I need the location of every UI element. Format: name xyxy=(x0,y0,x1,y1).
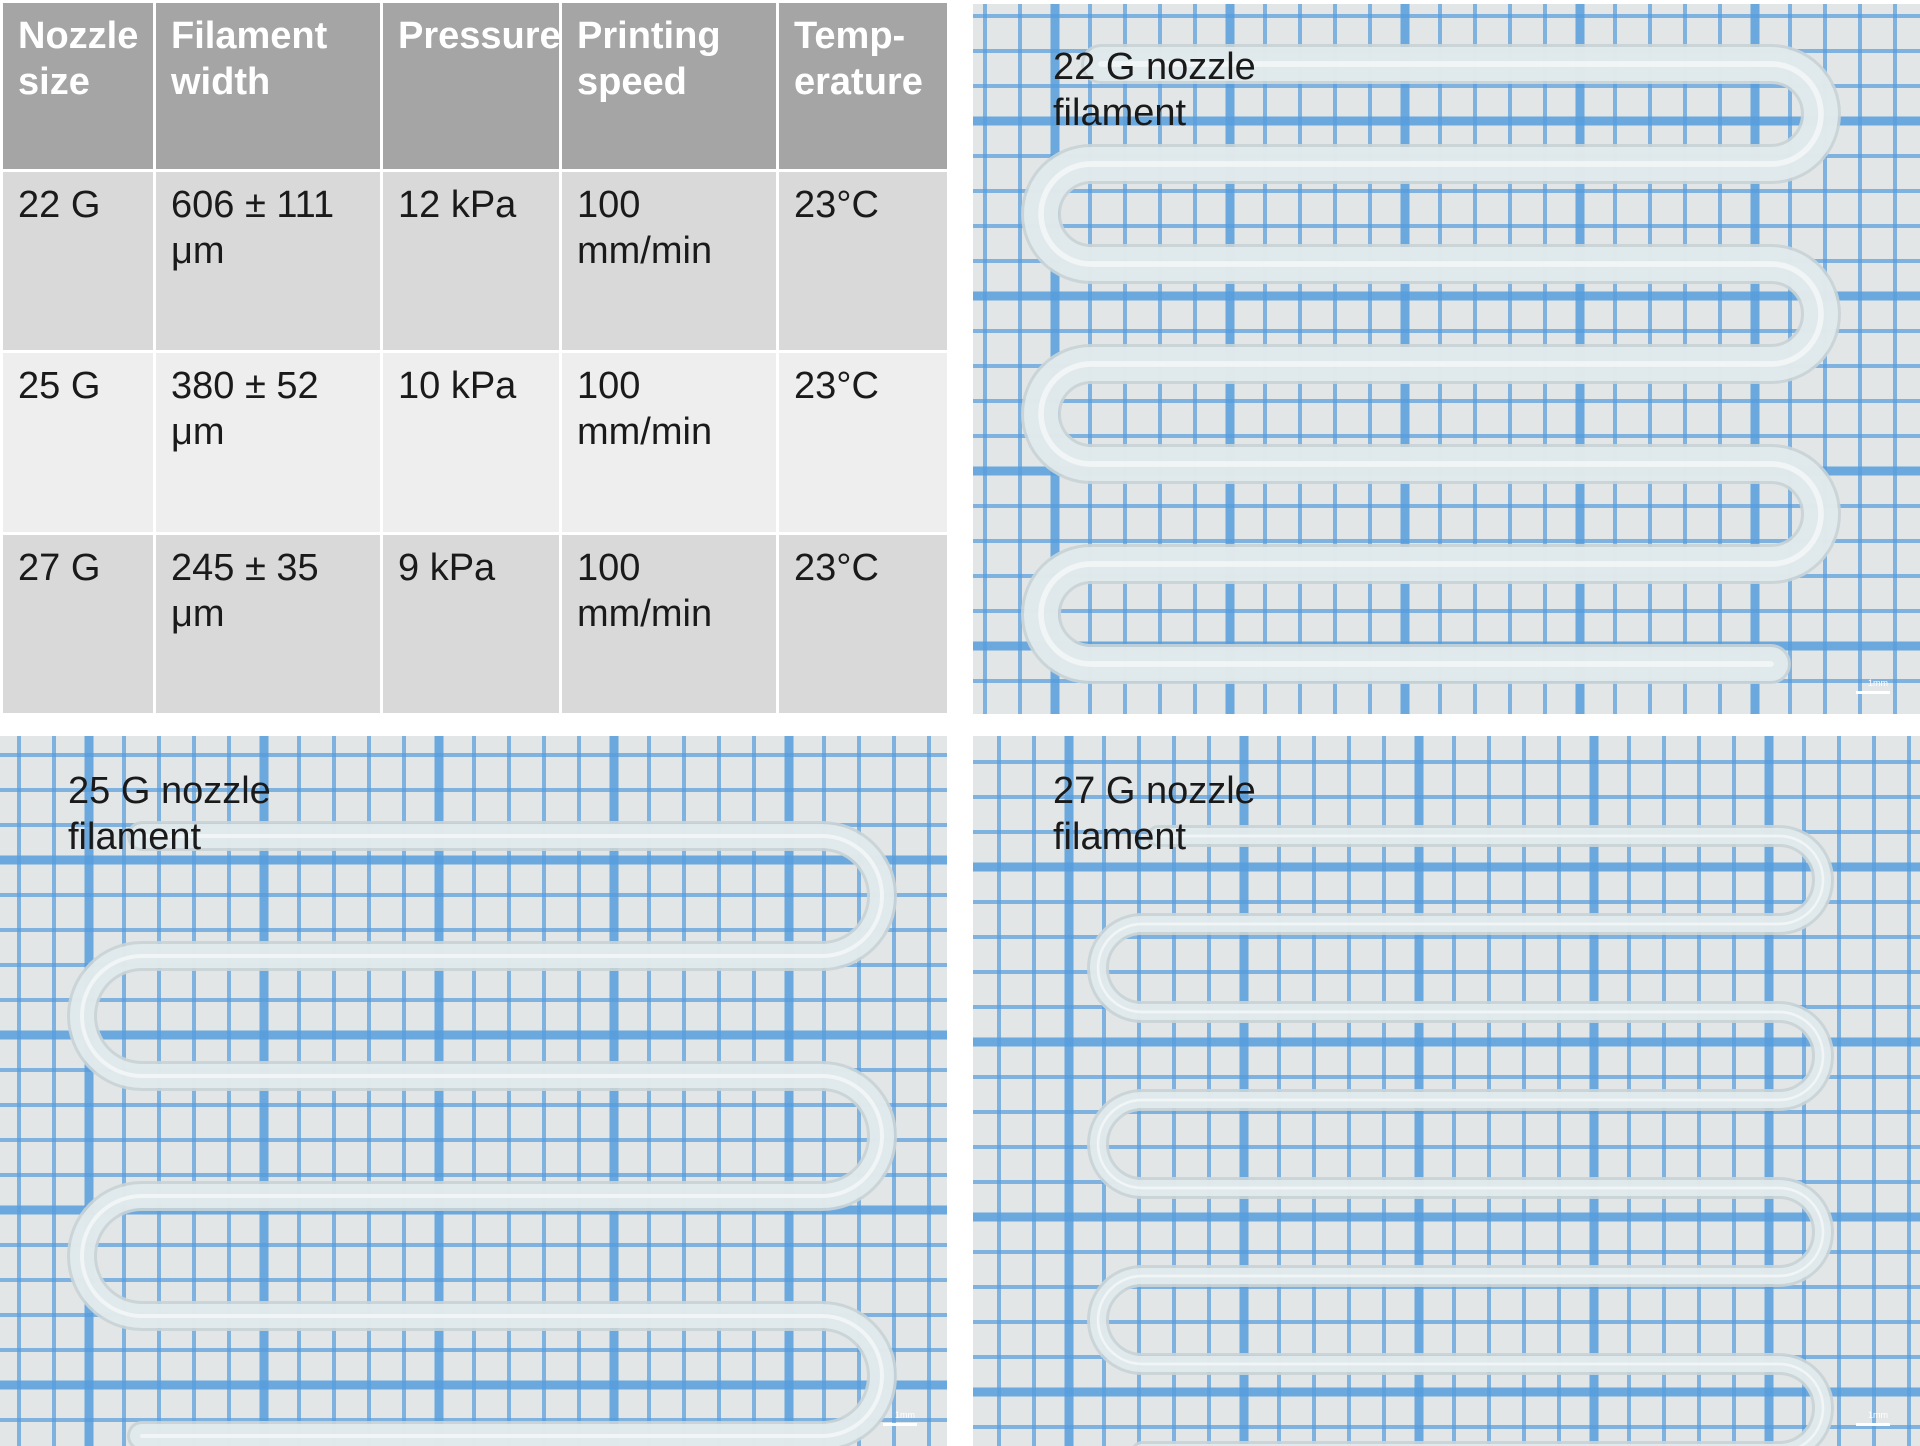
cell-pressure: 10 kPa xyxy=(383,353,559,532)
micrograph-22g-image xyxy=(973,4,1920,714)
scale-bar-label: 1mm xyxy=(1868,1410,1888,1420)
micrograph-22g: 22 G nozzle filament 1mm xyxy=(973,4,1920,714)
scale-bar-label: 1mm xyxy=(1868,678,1888,688)
scale-bar xyxy=(1856,691,1890,694)
micrograph-27g-image xyxy=(973,736,1920,1446)
scale-bar-label: 1mm xyxy=(895,1410,915,1420)
cell-temperature: 23°C xyxy=(779,534,947,713)
cell-nozzle-size: 22 G xyxy=(3,172,153,351)
header-pressure: Pressure xyxy=(383,3,561,169)
photo-caption: 27 G nozzle filament xyxy=(1053,770,1256,858)
header-filament-width: Filament width xyxy=(156,3,380,169)
header-printing-speed: Printing speed xyxy=(562,3,776,169)
cell-pressure: 9 kPa xyxy=(383,534,559,713)
cell-temperature: 23°C xyxy=(779,353,947,532)
cell-printing-speed: 100 mm/min xyxy=(562,534,776,713)
table-row: 25 G 380 ± 52 μm 10 kPa 100 mm/min 23°C xyxy=(3,353,947,532)
header-nozzle-size: Nozzle size xyxy=(3,3,153,169)
cell-nozzle-size: 27 G xyxy=(3,534,153,713)
cell-printing-speed: 100 mm/min xyxy=(562,172,776,351)
cell-filament-width: 380 ± 52 μm xyxy=(156,353,380,532)
micrograph-27g: 27 G nozzle filament 1mm xyxy=(973,736,1920,1446)
table-header-row: Nozzle size Filament width Pressure Prin… xyxy=(3,3,947,169)
cell-temperature: 23°C xyxy=(779,172,947,351)
photo-caption: 22 G nozzle filament xyxy=(1053,46,1256,134)
filament-highlight xyxy=(80,834,884,1438)
cell-pressure: 12 kPa xyxy=(383,172,559,351)
scale-bar xyxy=(1856,1423,1890,1426)
table-row: 27 G 245 ± 35 μm 9 kPa 100 mm/min 23°C xyxy=(3,534,947,713)
cell-nozzle-size: 25 G xyxy=(3,353,153,532)
micrograph-25g: 25 G nozzle filament 1mm xyxy=(0,736,947,1446)
scale-bar xyxy=(883,1423,917,1426)
parameter-table-panel: Nozzle size Filament width Pressure Prin… xyxy=(0,0,950,716)
photo-caption: 25 G nozzle filament xyxy=(68,770,271,858)
filament-highlight xyxy=(1038,61,1824,667)
cell-filament-width: 606 ± 111 μm xyxy=(156,172,380,351)
micrograph-25g-image xyxy=(0,736,947,1446)
printing-parameter-table: Nozzle size Filament width Pressure Prin… xyxy=(0,0,950,716)
filament-highlight xyxy=(1096,834,1825,1446)
table-row: 22 G 606 ± 111 μm 12 kPa 100 mm/min 23°C xyxy=(3,172,947,351)
header-temperature: Temp- erature xyxy=(779,3,947,169)
cell-filament-width: 245 ± 35 μm xyxy=(156,534,380,713)
cell-printing-speed: 100 mm/min xyxy=(562,353,776,532)
